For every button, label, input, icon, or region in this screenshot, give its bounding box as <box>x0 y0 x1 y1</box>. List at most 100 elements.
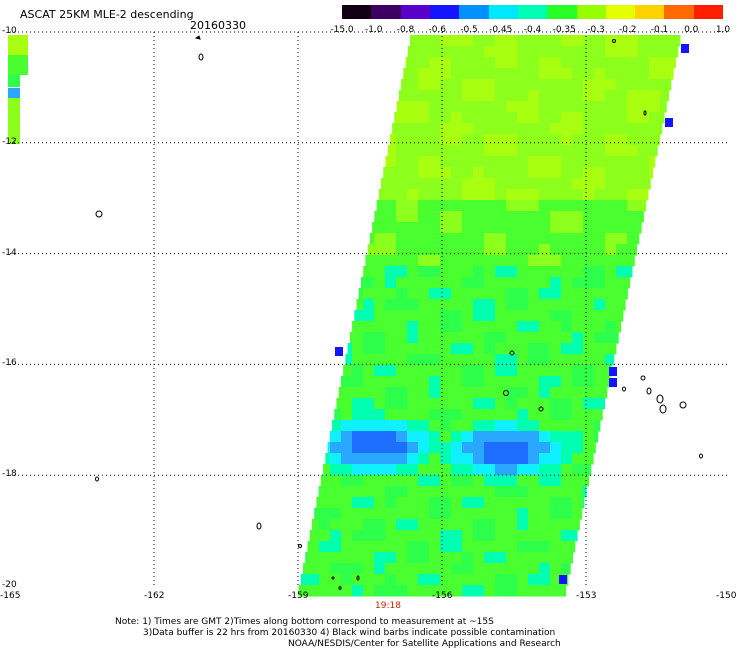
swath-cell <box>638 46 650 58</box>
swath-cell <box>605 299 617 311</box>
swath-cell <box>341 541 353 553</box>
swath-cell <box>550 332 562 344</box>
swath-cell <box>572 321 584 333</box>
swath-cell <box>506 486 518 498</box>
swath-cell <box>484 189 496 201</box>
swath-cell <box>572 552 573 564</box>
swath-cell <box>517 332 529 344</box>
swath-cell <box>572 354 584 366</box>
swath-cell <box>539 453 551 465</box>
swath-cell <box>440 68 452 80</box>
swath-cell <box>605 255 617 267</box>
swath-cell <box>440 46 452 58</box>
swath-cell <box>495 475 507 487</box>
swath-cell <box>473 475 485 487</box>
swath-cell <box>330 453 342 465</box>
swath-cell <box>396 343 408 355</box>
swath-cell <box>396 211 408 223</box>
swath-cell <box>418 464 430 476</box>
swath-cell <box>517 101 529 113</box>
longitude-label: -156 <box>432 591 453 601</box>
swath-cell <box>539 497 551 509</box>
swath-cell <box>418 255 430 267</box>
swath-cell <box>528 376 540 388</box>
swath-cell <box>385 266 397 278</box>
swath-cell <box>352 332 364 344</box>
swath-cell <box>462 398 474 410</box>
swath-cell <box>341 563 353 575</box>
swath-cell <box>451 57 463 69</box>
swath-cell <box>616 222 628 234</box>
swath-cell <box>528 354 540 366</box>
swath-cell <box>495 123 507 135</box>
swath-cell <box>323 464 331 476</box>
swath-cell <box>418 222 430 234</box>
swath-cell <box>528 508 540 520</box>
swath-cell <box>616 233 628 245</box>
swath-cell <box>627 134 639 146</box>
swath-cell <box>451 475 463 487</box>
swath-cell <box>385 541 397 553</box>
swath-cell <box>605 288 617 300</box>
swath-cell <box>440 145 452 157</box>
swath-cell <box>517 530 529 542</box>
swath-cell <box>550 79 562 91</box>
swath-cell <box>605 200 617 212</box>
swath-cell <box>451 288 463 300</box>
swath-cell <box>396 134 408 146</box>
swath-cell <box>429 79 441 91</box>
swath-cell <box>594 156 606 168</box>
swath-cell <box>374 453 386 465</box>
swath-cell <box>539 530 551 542</box>
swath-cell <box>429 420 441 432</box>
swath-cell <box>561 365 573 377</box>
swath-cell <box>440 475 452 487</box>
swath-cell <box>440 200 452 212</box>
swath-cell <box>440 90 452 102</box>
swath-cell <box>561 46 573 58</box>
swath-cell <box>550 420 562 432</box>
swath-cell <box>473 299 485 311</box>
swath-cell <box>572 277 584 289</box>
swath-cell <box>616 68 628 80</box>
swath-cell <box>385 519 397 531</box>
swath-cell <box>451 354 463 366</box>
swath-cell <box>517 90 529 102</box>
swath-cell <box>506 222 518 234</box>
swath-cell <box>374 288 386 300</box>
swath-cell <box>484 310 496 322</box>
swath-cell <box>572 464 584 476</box>
swath-cell <box>451 189 463 201</box>
swath-cell <box>484 409 496 421</box>
swath-cell <box>418 299 430 311</box>
swath-cell <box>517 46 529 58</box>
swath-cell <box>396 310 408 322</box>
swath-cell <box>616 101 628 113</box>
swath-cell <box>440 255 452 267</box>
swath-cell <box>473 178 485 190</box>
swath-cell <box>484 398 496 410</box>
swath-cell <box>396 530 408 542</box>
swath-cell <box>484 431 496 443</box>
swath-cell <box>330 475 342 487</box>
swath-cell <box>528 486 540 498</box>
swath-cell <box>550 387 562 399</box>
swath-cell <box>484 321 496 333</box>
swath-cell <box>583 222 595 234</box>
swath-cell <box>605 90 617 102</box>
island <box>646 387 652 395</box>
swath-cell <box>594 354 606 366</box>
swath-cell <box>418 167 430 179</box>
swath-cell <box>429 541 441 553</box>
swath-cell <box>495 343 507 355</box>
swath-cell <box>407 277 419 289</box>
swath-cell <box>385 189 397 201</box>
swath-cell <box>572 508 583 520</box>
swath-cell <box>374 343 386 355</box>
swath-cell <box>429 497 441 509</box>
swath-cell <box>303 563 309 575</box>
swath-cell <box>583 376 595 388</box>
swath-cell <box>451 365 463 377</box>
swath-cell <box>517 387 529 399</box>
swath-cell <box>506 464 518 476</box>
